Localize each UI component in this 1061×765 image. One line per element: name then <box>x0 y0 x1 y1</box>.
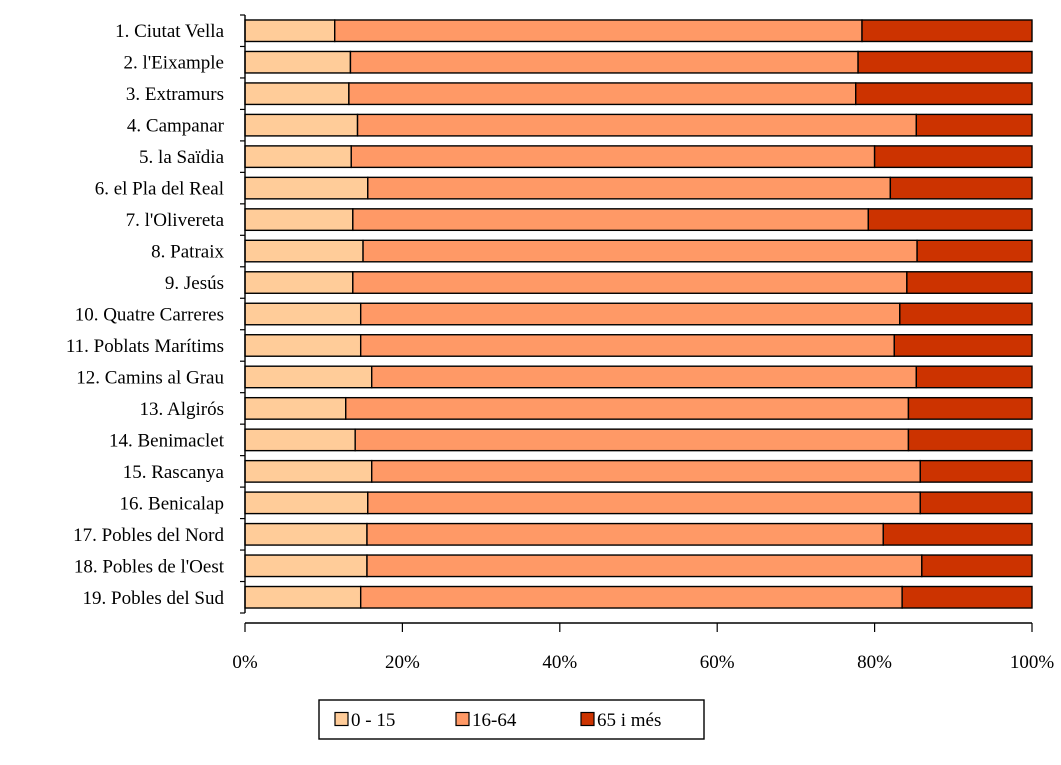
legend-label-16-64: 16-64 <box>472 710 517 731</box>
bar-0-15-11 <box>244 334 362 357</box>
bar-16-64-7 <box>352 208 870 232</box>
bar-65-i-mes-12 <box>915 365 1033 389</box>
bar-65-i-mes-19 <box>901 585 1033 609</box>
bar-16-64-5 <box>350 145 876 169</box>
bar-65-i-mes-16 <box>919 491 1033 515</box>
bar-65-i-mes-5 <box>873 145 1033 169</box>
x-tick-label: 20% <box>385 652 420 673</box>
category-label: 14. Benimaclet <box>109 430 225 451</box>
bar-0-15-16 <box>244 491 369 515</box>
bar-16-64-1 <box>334 19 863 43</box>
category-label: 1. Ciutat Vella <box>115 21 224 42</box>
bar-65-i-mes-10 <box>899 302 1033 326</box>
category-label: 15. Rascanya <box>123 462 225 483</box>
bar-0-15-1 <box>244 19 336 43</box>
category-label: 7. l'Olivereta <box>126 210 225 231</box>
category-label: 16. Benicalap <box>120 493 224 514</box>
bar-16-64-14 <box>354 428 910 452</box>
bar-16-64-2 <box>349 50 859 74</box>
bar-16-64-9 <box>352 271 908 294</box>
bar-65-i-mes-7 <box>867 208 1033 232</box>
bar-65-i-mes-4 <box>915 113 1033 137</box>
bar-16-64-18 <box>366 554 923 578</box>
legend-swatch-65-i-mes <box>580 711 595 727</box>
bar-0-15-17 <box>244 522 368 546</box>
bar-65-i-mes-8 <box>916 239 1033 263</box>
bar-0-15-7 <box>244 208 354 232</box>
bar-16-64-11 <box>359 334 895 357</box>
bar-65-i-mes-15 <box>919 459 1033 483</box>
bar-16-64-6 <box>367 176 892 200</box>
bar-65-i-mes-17 <box>882 522 1033 546</box>
x-tick-label: 100% <box>1010 652 1055 673</box>
bar-16-64-17 <box>366 522 884 546</box>
bar-0-15-2 <box>244 50 352 74</box>
category-label: 8. Patraix <box>151 242 224 263</box>
bar-0-15-3 <box>244 82 350 106</box>
category-label: 12. Camins al Grau <box>76 367 224 388</box>
category-label: 18. Pobles de l'Oest <box>74 556 225 577</box>
bar-0-15-19 <box>244 585 362 609</box>
bar-0-15-13 <box>244 396 347 420</box>
bar-16-64-10 <box>359 302 901 326</box>
bar-16-64-19 <box>359 585 903 609</box>
category-label: 4. Campanar <box>127 116 225 137</box>
bar-16-64-16 <box>367 491 921 515</box>
legend-box <box>318 699 705 740</box>
legend-label-65-i-mes: 65 i més <box>597 710 661 731</box>
category-label: 13. Algirós <box>140 399 224 420</box>
x-tick-label: 40% <box>542 652 577 673</box>
category-label: 10. Quatre Carreres <box>75 305 224 326</box>
bar-16-64-3 <box>348 82 857 106</box>
bar-0-15-15 <box>244 459 373 483</box>
legend-swatch-0-15 <box>334 711 349 727</box>
category-label: 5. la Saïdia <box>139 147 225 168</box>
bar-0-15-5 <box>244 145 352 169</box>
category-label: 3. Extramurs <box>126 84 224 105</box>
bar-65-i-mes-9 <box>906 271 1033 294</box>
bar-65-i-mes-2 <box>857 50 1033 74</box>
bar-65-i-mes-14 <box>907 428 1033 452</box>
category-label: 17. Pobles del Nord <box>73 525 224 546</box>
bar-0-15-4 <box>244 113 359 137</box>
x-tick-label: 0% <box>232 652 258 673</box>
bar-0-15-9 <box>244 271 354 294</box>
category-label: 9. Jesús <box>165 273 224 294</box>
bar-65-i-mes-3 <box>855 82 1033 106</box>
bar-16-64-13 <box>345 396 910 420</box>
bar-16-64-12 <box>371 365 918 389</box>
legend-swatch-16-64 <box>455 711 470 727</box>
bar-65-i-mes-18 <box>921 554 1033 578</box>
bar-0-15-18 <box>244 554 368 578</box>
bar-0-15-12 <box>244 365 373 389</box>
bar-16-64-4 <box>356 113 918 137</box>
bar-0-15-6 <box>244 176 369 200</box>
bar-0-15-8 <box>244 239 364 263</box>
bar-0-15-14 <box>244 428 356 452</box>
bar-65-i-mes-13 <box>907 396 1033 420</box>
x-tick-label: 60% <box>700 652 735 673</box>
legend-label-0-15: 0 - 15 <box>351 710 395 731</box>
bar-65-i-mes-6 <box>889 176 1033 200</box>
bar-65-i-mes-11 <box>893 334 1033 357</box>
category-label: 2. l'Eixample <box>123 53 224 74</box>
bar-16-64-8 <box>362 239 918 263</box>
bar-65-i-mes-1 <box>861 19 1033 43</box>
bar-16-64-15 <box>371 459 921 483</box>
category-label: 19. Pobles del Sud <box>83 588 225 609</box>
x-tick-label: 80% <box>857 652 892 673</box>
category-label: 11. Poblats Marítims <box>66 336 224 357</box>
bar-0-15-10 <box>244 302 362 326</box>
category-label: 6. el Pla del Real <box>95 179 224 200</box>
